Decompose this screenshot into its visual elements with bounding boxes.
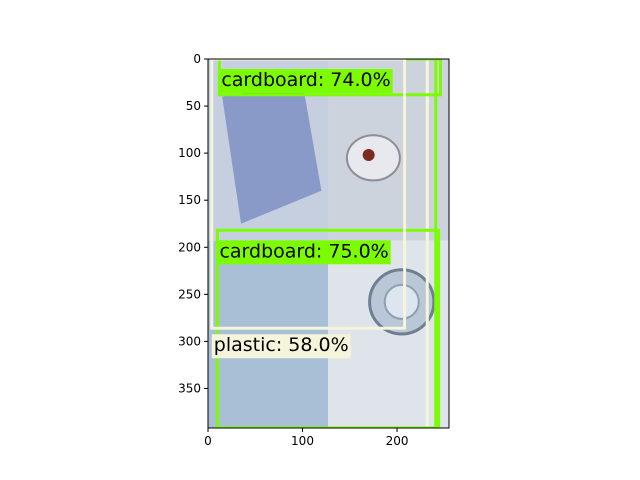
detection-label-bg-1 — [217, 240, 391, 265]
y-tick-label: 150 — [178, 193, 201, 207]
image-panel — [208, 59, 449, 428]
can-lid-center — [383, 283, 420, 320]
y-tick-label: 100 — [178, 146, 201, 160]
glass-eye-pupil — [362, 149, 375, 162]
x-axis: 0 100 200 — [204, 428, 408, 448]
y-tick-label: 0 — [193, 52, 201, 66]
axes-frame — [207, 58, 450, 429]
detection-label-0: cardboard: 74.0% — [221, 69, 390, 91]
x-tick-label: 200 — [386, 434, 409, 448]
detection-box-2 — [210, 59, 407, 330]
detection-label-bg-2 — [211, 334, 351, 359]
x-tick-label: 0 — [204, 434, 212, 448]
y-tick-label: 300 — [178, 334, 201, 348]
y-tick-label: 350 — [178, 381, 201, 395]
detection-label-1: cardboard: 75.0% — [219, 240, 388, 262]
y-tick-label: 50 — [186, 99, 201, 113]
y-tick-label: 250 — [178, 287, 201, 301]
detection-label-2: plastic: 58.0% — [214, 334, 349, 356]
y-tick-label: 200 — [178, 240, 201, 254]
detection-label-bg-0 — [219, 69, 393, 93]
x-tick-label: 100 — [291, 434, 314, 448]
y-axis: 0 50 100 150 200 250 300 350 — [178, 52, 208, 395]
bottle-shape — [222, 82, 322, 224]
